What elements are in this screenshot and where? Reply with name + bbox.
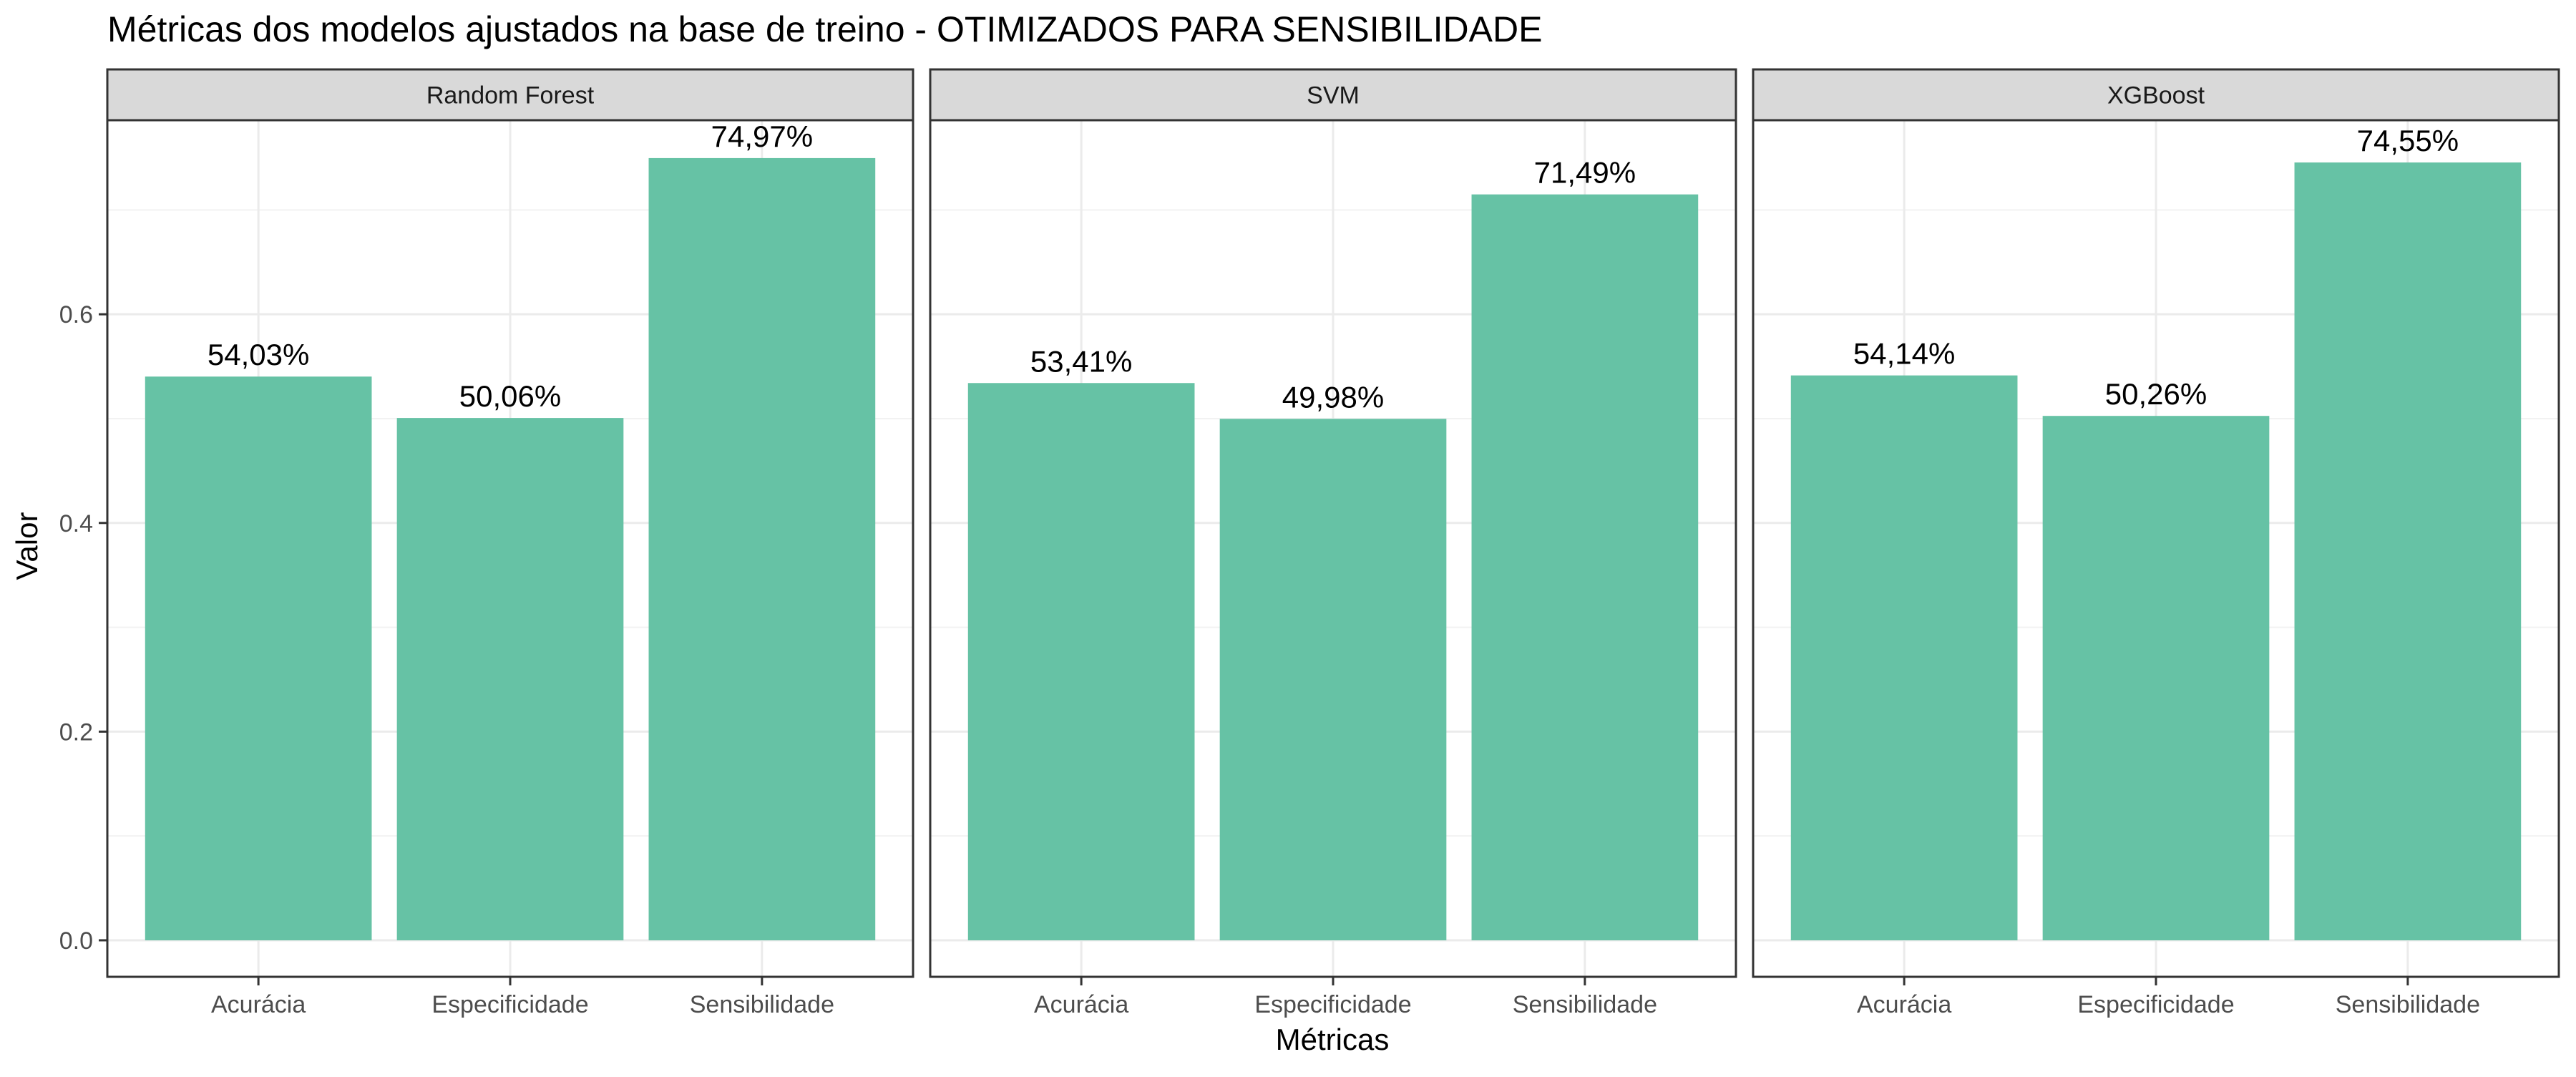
chart-title: Métricas dos modelos ajustados na base d… [107,9,1542,49]
facet-panel: 54,03% 50,06% 74,97% Random Forest Acurácia E… [59,68,914,1018]
bar [145,376,372,940]
x-tick-label: Especificidade [1254,991,1411,1018]
bar-value-label: 49,98% [1282,380,1384,414]
x-tick-label: Acurácia [211,991,306,1018]
y-tick-label: 0.2 [59,718,93,746]
x-tick-label: Sensibilidade [690,991,834,1018]
facet-strip-label: Random Forest [426,82,595,109]
y-tick-label: 0.4 [59,510,93,537]
facet-strip-label: XGBoost [2107,82,2205,109]
x-tick-label: Sensibilidade [2336,991,2480,1018]
bar-value-label: 50,26% [2105,377,2207,411]
facets: 54,03% 50,06% 74,97% Random Forest Acurácia E… [59,68,2560,1018]
x-tick-label: Especificidade [431,991,588,1018]
x-tick-label: Acurácia [1034,991,1128,1018]
facet-strip [1752,68,2560,122]
bar [396,418,624,940]
facet-strip [929,68,1737,122]
bar [1790,375,2018,940]
bar [967,383,1195,940]
facet-strip-label: SVM [1307,82,1360,109]
y-tick-label: 0.0 [59,927,93,955]
x-tick-label: Sensibilidade [1513,991,1657,1018]
bar [1471,194,1699,940]
facet-panel: 54,14% 50,26% 74,55% XGBoost Acurácia Especif… [1752,68,2560,1018]
bar [1219,419,1447,940]
bar [648,157,876,940]
facet-panel: 53,41% 49,98% 71,49% SVM Acurácia Especificid… [929,68,1737,1018]
bar-value-label: 54,03% [208,338,309,371]
y-tick-label: 0.6 [59,301,93,328]
bar-value-label: 74,97% [711,120,813,153]
facet-strip [106,68,914,122]
x-tick-label: Especificidade [2077,991,2234,1018]
x-axis-label: Métricas [1276,1023,1390,1056]
y-axis-label: Valor [10,512,44,580]
bar-value-label: 50,06% [459,379,561,413]
bar-value-label: 71,49% [1534,156,1636,190]
bar-value-label: 53,41% [1030,344,1132,378]
bar-value-label: 54,14% [1853,337,1955,371]
bar [2294,162,2522,940]
bar [2042,416,2270,940]
x-tick-label: Acurácia [1857,991,1951,1018]
bar-value-label: 74,55% [2357,124,2459,157]
